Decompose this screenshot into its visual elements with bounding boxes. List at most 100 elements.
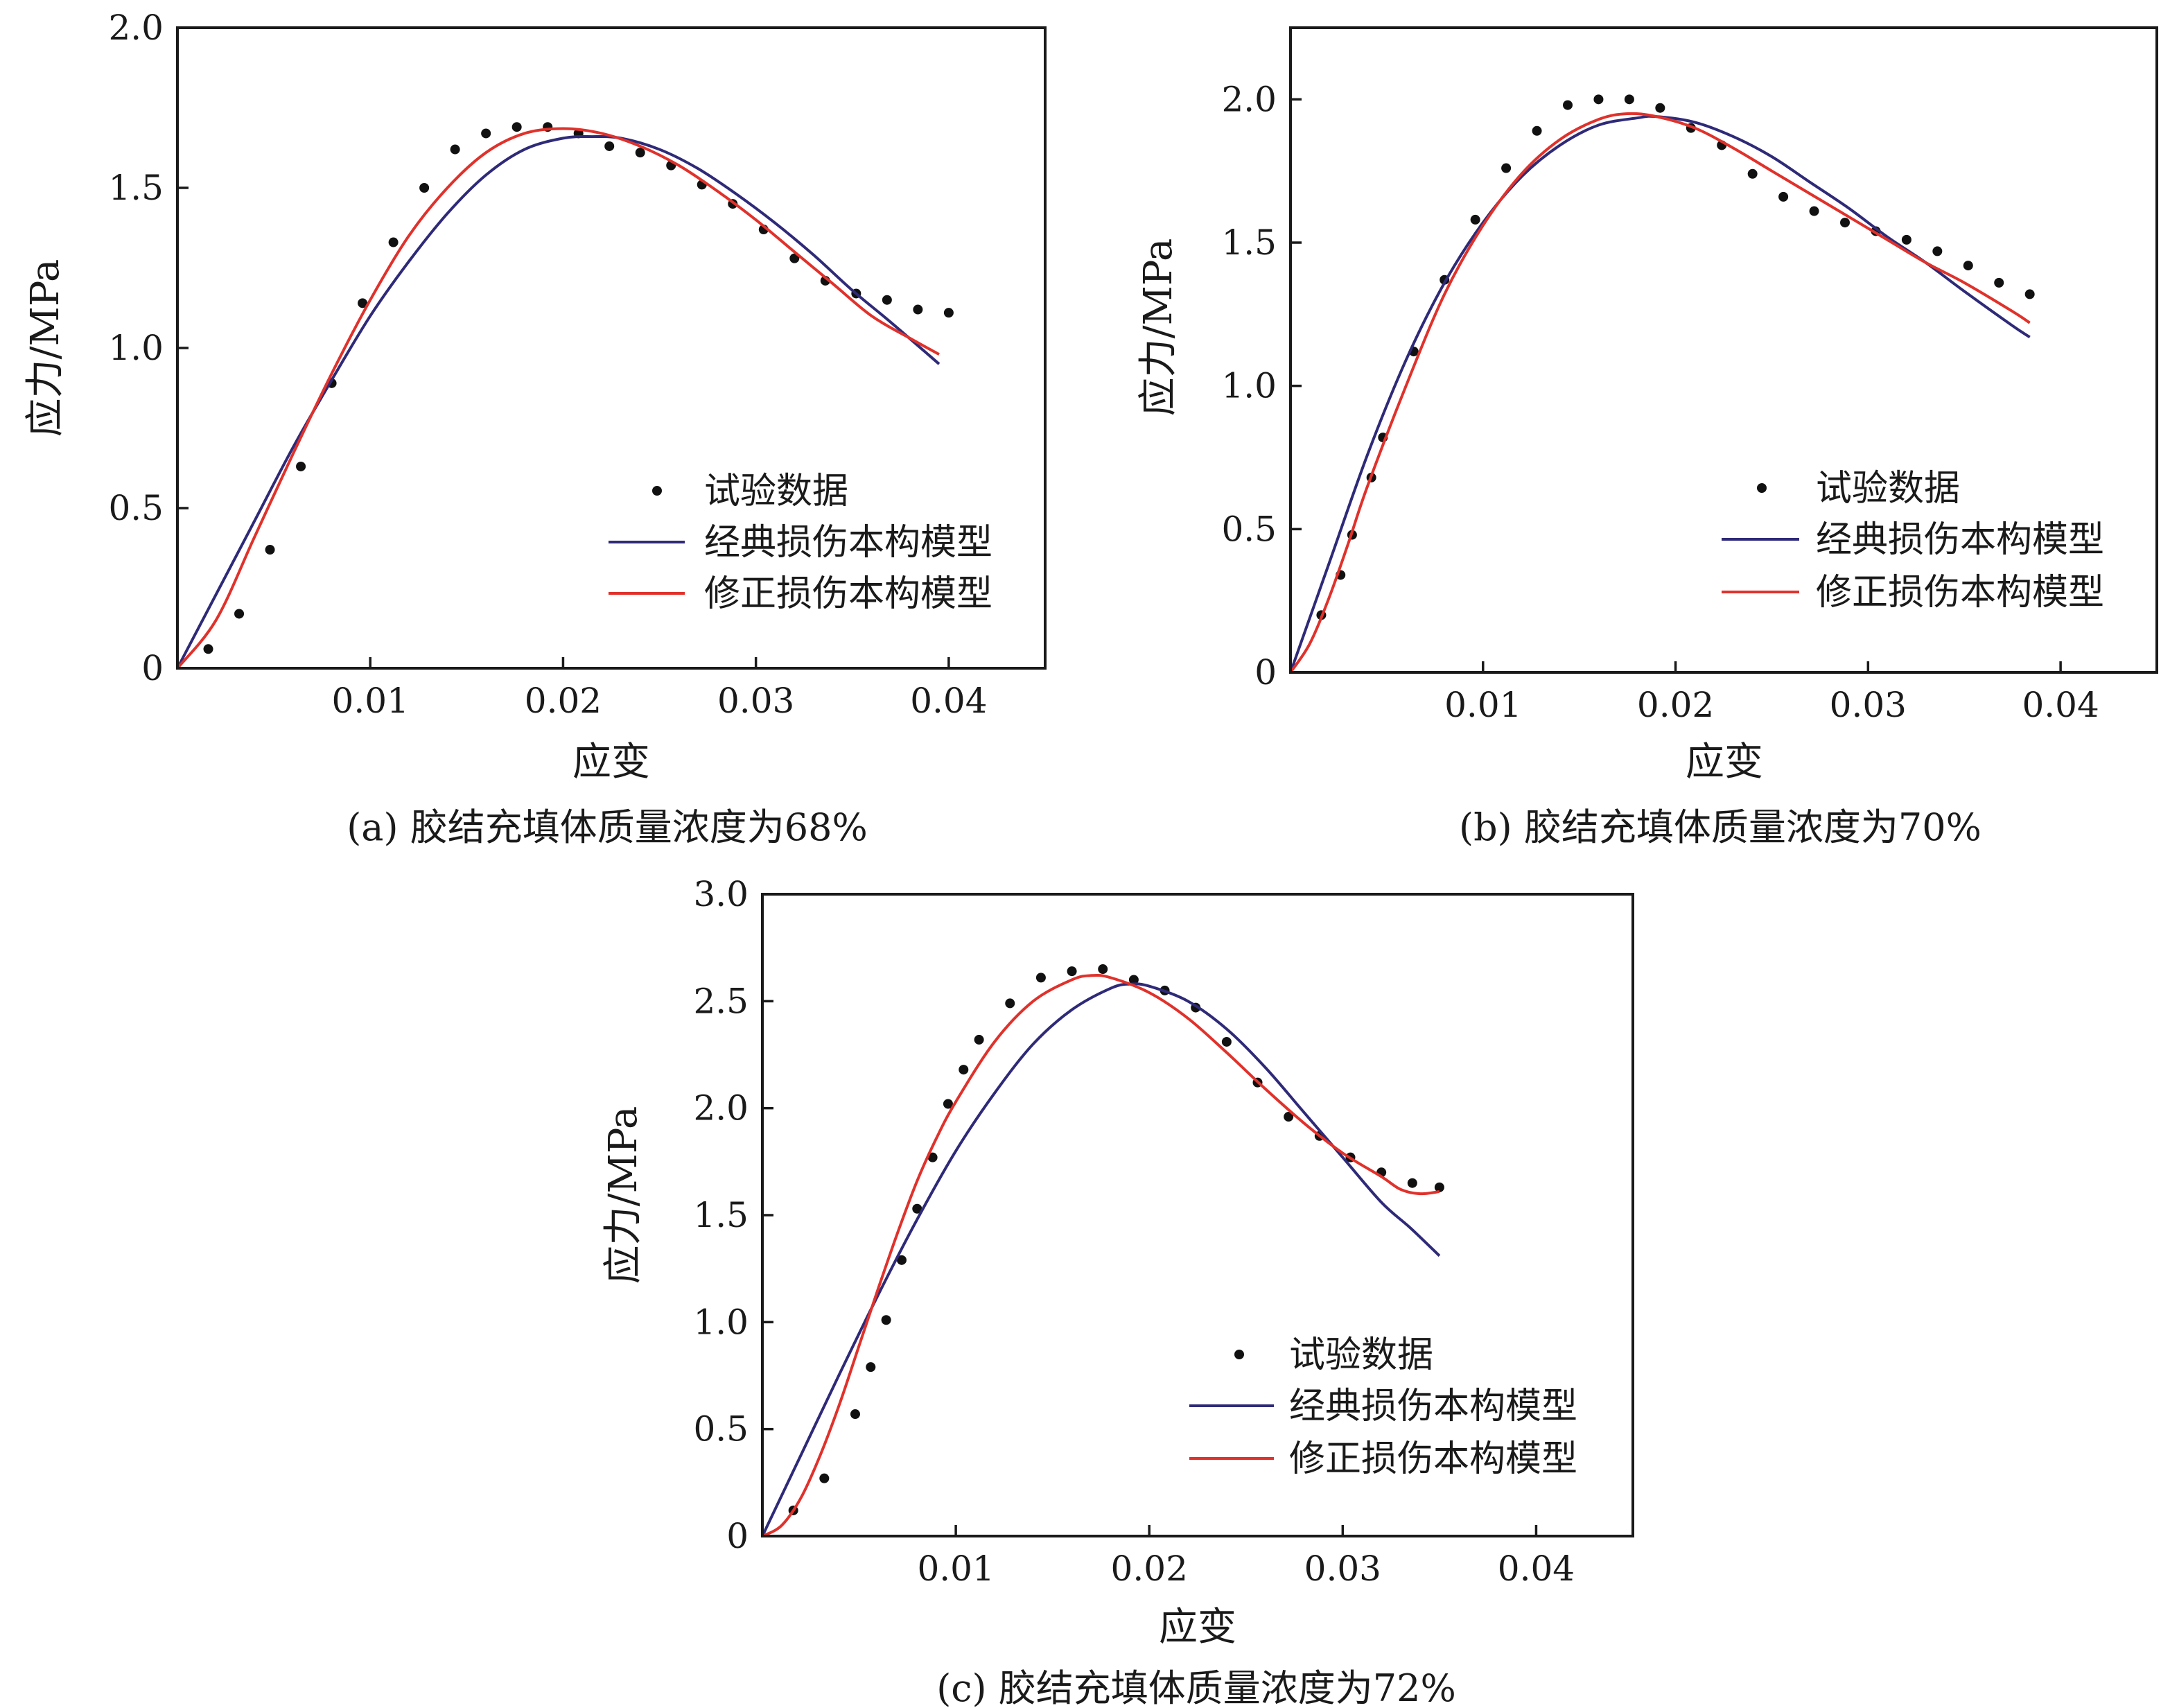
y-tick-label: 2.0 (693, 1088, 749, 1128)
y-tick-label: 1.5 (108, 168, 164, 208)
y-tick-label: 0 (141, 648, 164, 688)
x-axis-label: 应变 (572, 740, 650, 785)
data-point (419, 183, 430, 193)
data-point (1778, 191, 1789, 202)
series-line-modified (762, 973, 1440, 1537)
legend-marker-experimental (1757, 483, 1767, 493)
series-line-classic (1289, 114, 2031, 673)
data-point (450, 144, 460, 155)
y-tick-label: 1.5 (693, 1195, 749, 1235)
y-axis-label: 应力/MPa (23, 259, 68, 437)
data-point (1501, 163, 1512, 173)
data-point (1098, 964, 1108, 975)
data-point (1932, 246, 1943, 256)
data-point (1407, 1178, 1417, 1188)
x-axis-label: 应变 (1686, 740, 1763, 785)
y-tick-label: 2.0 (108, 8, 164, 48)
data-point (1284, 1112, 1294, 1122)
x-tick-label: 0.02 (525, 681, 602, 721)
data-point (819, 1473, 830, 1483)
y-axis-label: 应力/MPa (1136, 238, 1181, 417)
y-tick-label: 2.5 (693, 981, 749, 1021)
x-tick-label: 0.01 (917, 1549, 994, 1589)
data-point (1593, 94, 1604, 105)
legend-label-experimental: 试验数据 (1816, 468, 1960, 509)
data-point (1005, 998, 1015, 1009)
data-point (604, 141, 615, 151)
data-point (913, 304, 923, 315)
data-point (1901, 234, 1911, 245)
data-point (974, 1034, 984, 1045)
x-tick-label: 0.02 (1637, 685, 1714, 725)
series-line-modified (176, 127, 940, 670)
x-tick-label: 0.02 (1111, 1549, 1188, 1589)
y-tick-label: 2.0 (1221, 79, 1277, 119)
y-tick-label: 0.5 (693, 1409, 749, 1449)
x-tick-label: 0.04 (1498, 1549, 1575, 1589)
plot-frame (1289, 26, 2158, 674)
data-point (1470, 214, 1480, 225)
y-tick-label: 0.5 (108, 488, 164, 528)
data-point (1655, 103, 1665, 113)
data-point (850, 1409, 860, 1420)
x-tick-label: 0.01 (332, 681, 409, 721)
panel-caption: (b) 胶结充填体质量浓度为70% (1459, 805, 1981, 849)
series-line-classic (176, 134, 940, 669)
legend-label-modified: 修正损伤本构模型 (1816, 572, 2104, 613)
data-point (1840, 218, 1850, 228)
data-point (943, 1099, 953, 1109)
x-tick-label: 0.04 (910, 681, 987, 721)
data-point (882, 295, 892, 305)
legend: 试验数据 经典损伤本构模型 修正损伤本构模型 (609, 471, 992, 615)
data-point (943, 308, 954, 318)
y-tick-label: 0 (726, 1516, 749, 1556)
data-point (388, 237, 399, 247)
data-point (203, 644, 213, 654)
y-tick-label: 1.5 (1221, 223, 1277, 263)
legend-label-classic: 经典损伤本构模型 (1816, 519, 2104, 561)
data-point (481, 128, 491, 139)
data-point (265, 545, 275, 555)
x-tick-label: 0.04 (2022, 685, 2099, 725)
data-point (927, 1152, 938, 1162)
data-point (896, 1255, 907, 1265)
legend-label-experimental: 试验数据 (1289, 1334, 1433, 1376)
data-point (1624, 94, 1634, 105)
series-line-classic (761, 982, 1441, 1537)
data-point (1532, 125, 1542, 136)
data-point (1035, 973, 1046, 983)
y-tick-label: 1.0 (693, 1302, 749, 1342)
chart-panel-c: 0.01 0.02 0.03 0.04 0 0.5 1.0 1.5 2.0 2.5 3.0 应变 应… (601, 874, 1634, 1708)
legend-label-classic: 经典损伤本构模型 (704, 522, 992, 564)
data-point (511, 122, 522, 132)
legend-label-modified: 修正损伤本构模型 (1289, 1438, 1577, 1480)
y-axis-label: 应力/MPa (601, 1106, 646, 1284)
y-tick-label: 0 (1254, 652, 1277, 692)
data-point (1563, 100, 1573, 110)
panel-caption: (c) 胶结充填体质量浓度为72% (936, 1666, 1456, 1708)
x-tick-label: 0.03 (1304, 1549, 1381, 1589)
data-point (1128, 975, 1139, 985)
legend-marker-experimental (1234, 1350, 1244, 1359)
x-tick-label: 0.01 (1444, 685, 1521, 725)
data-point (296, 461, 306, 471)
data-point (1747, 168, 1758, 179)
legend-label-classic: 经典损伤本构模型 (1289, 1386, 1577, 1427)
x-tick-label: 0.03 (1830, 685, 1907, 725)
data-point (866, 1362, 876, 1372)
data-point (881, 1315, 891, 1325)
legend-label-experimental: 试验数据 (704, 471, 848, 512)
data-point (234, 609, 245, 619)
data-point (959, 1065, 969, 1075)
data-point (1221, 1036, 1232, 1047)
legend-marker-experimental (652, 486, 662, 496)
y-tick-label: 1.0 (108, 328, 164, 368)
x-tick-label: 0.03 (717, 681, 794, 721)
data-point (1067, 966, 1077, 977)
data-point (1994, 277, 2004, 288)
data-point (358, 298, 368, 308)
x-axis-label: 应变 (1159, 1605, 1236, 1650)
